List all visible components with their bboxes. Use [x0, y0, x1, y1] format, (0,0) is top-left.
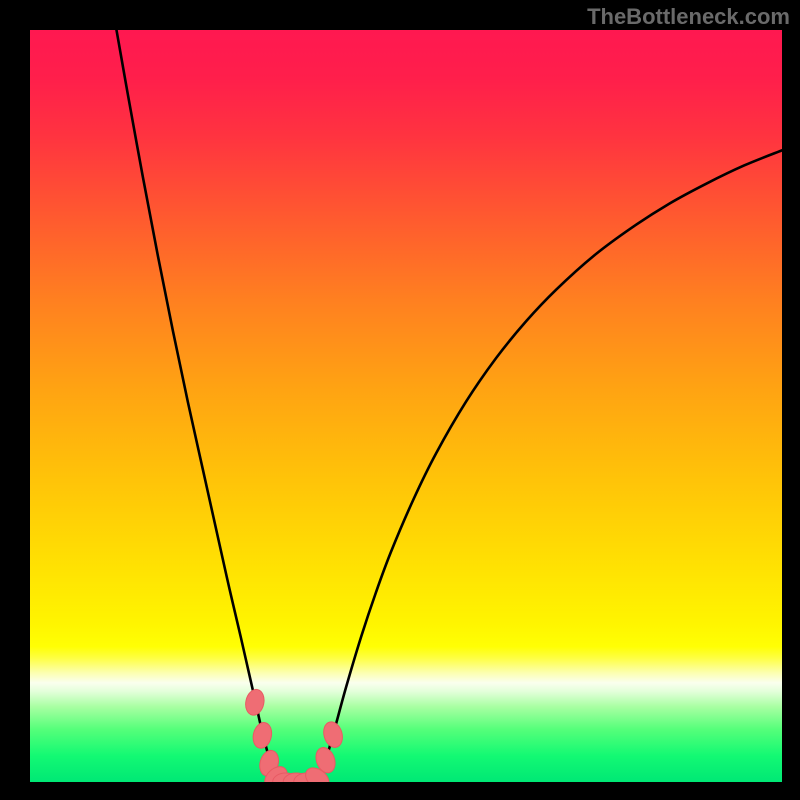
- watermark-text: TheBottleneck.com: [587, 4, 790, 30]
- chart-frame: TheBottleneck.com: [0, 0, 800, 800]
- chart-plot-area: [30, 30, 782, 782]
- chart-svg: [30, 30, 782, 782]
